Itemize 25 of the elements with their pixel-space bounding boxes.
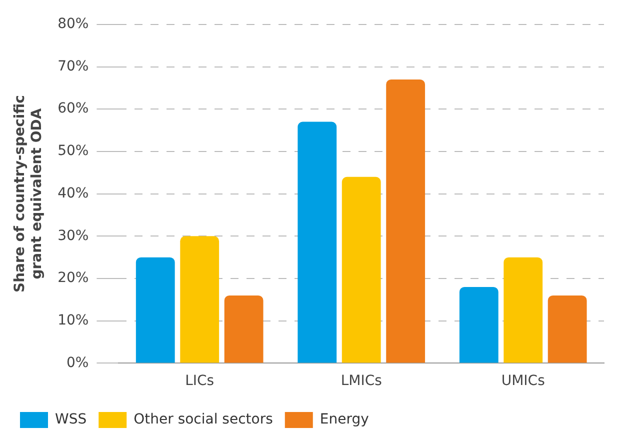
- y-tick-label: 50%: [58, 143, 89, 160]
- bar: [459, 286, 498, 363]
- y-tick-label: 10%: [58, 312, 89, 328]
- x-tick-label: UMICs: [501, 373, 545, 390]
- y-tick-label: 70%: [58, 58, 89, 74]
- bar: [224, 295, 264, 363]
- bar: [298, 122, 337, 363]
- y-axis-title: Share of country-specific grant equivalent ODA: [12, 95, 45, 292]
- bar: [136, 257, 175, 363]
- bar: [386, 79, 426, 363]
- y-tick-label: 80%: [58, 16, 89, 32]
- legend-label: WSS: [55, 412, 87, 428]
- bar: [548, 295, 587, 363]
- x-tick-label: LICs: [185, 373, 214, 390]
- legend-label: Other social sectors: [134, 412, 273, 428]
- bar: [504, 257, 543, 363]
- legend-label: Energy: [320, 412, 369, 428]
- bar: [342, 176, 381, 363]
- y-tick-label: 30%: [58, 228, 89, 244]
- x-tick-label: LMICs: [340, 373, 382, 390]
- y-tick-label: 60%: [58, 100, 89, 117]
- y-tick-label: 40%: [58, 185, 89, 202]
- y-tick-label: 0%: [66, 354, 89, 371]
- bar: [180, 236, 220, 363]
- y-tick-label: 20%: [58, 270, 89, 286]
